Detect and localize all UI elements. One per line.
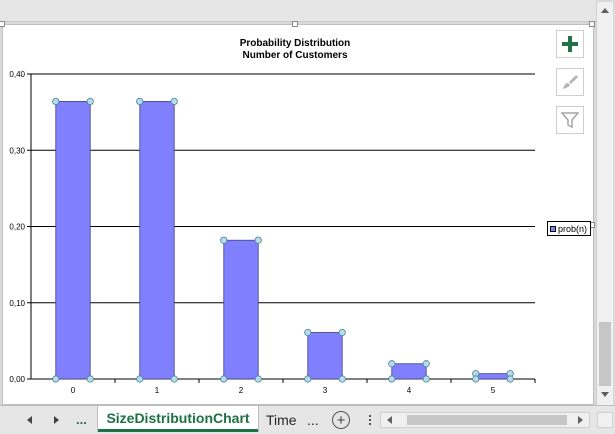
x-tick-label: 3	[323, 386, 328, 395]
y-tick-label: 0,40	[9, 70, 25, 79]
chevron-left-icon	[387, 416, 392, 424]
brush-icon	[563, 75, 578, 89]
add-sheet-icon: +	[336, 411, 346, 429]
horizontal-scroll-thumb[interactable]	[407, 415, 567, 425]
chart-plot: 0,00 0,10 0,20 0,30 0,40 0 1 2 3 4 5 Probability D…	[9, 38, 536, 395]
chevron-right-icon	[578, 416, 583, 424]
y-tick-label: 0,10	[9, 299, 25, 308]
selection-handle	[136, 97, 144, 106]
selection-handle	[422, 375, 430, 383]
vertical-scroll-thumb[interactable]	[599, 322, 611, 386]
selection-handle	[254, 375, 262, 383]
selection-handle	[254, 236, 262, 244]
bar-3	[307, 332, 343, 380]
chevron-down-icon	[601, 392, 609, 397]
selection-handle	[170, 375, 178, 383]
selection-handle	[220, 236, 228, 244]
bar-0	[55, 101, 91, 380]
selection-handle	[52, 97, 60, 106]
scroll-right-button[interactable]	[573, 413, 589, 427]
selection-handle	[304, 375, 312, 383]
split-handle-icon[interactable]	[365, 406, 375, 434]
bar-4	[391, 363, 427, 380]
y-tick-label: 0,00	[9, 375, 25, 384]
chevron-right-icon	[54, 416, 59, 424]
horizontal-scrollbar[interactable]	[380, 412, 590, 428]
tab-size-distribution-chart[interactable]: SizeDistributionChart	[98, 406, 258, 432]
selection-handle	[170, 97, 178, 106]
resize-handle-top-right[interactable]	[589, 21, 595, 27]
legend-label: prob(n)	[558, 223, 588, 234]
selection-handle	[136, 375, 144, 383]
bar-5	[475, 373, 511, 380]
chart-legend[interactable]: prob(n)	[547, 221, 592, 236]
selection-handle	[506, 375, 514, 383]
x-tick-label: 5	[491, 386, 496, 395]
tab-time[interactable]: Time	[266, 412, 297, 428]
sheet-overflow-left[interactable]: ...	[76, 412, 87, 427]
sheet-next-button[interactable]	[46, 406, 68, 434]
chart-elements-button[interactable]	[556, 30, 584, 58]
selection-handle	[52, 375, 60, 383]
selection-handle	[304, 328, 312, 337]
top-strip	[0, 0, 596, 22]
x-tick-label: 4	[407, 386, 412, 395]
scrollbar-corner	[597, 412, 613, 428]
y-tick-label: 0,30	[9, 146, 25, 155]
scroll-up-button[interactable]	[597, 2, 613, 18]
selection-handle	[86, 97, 94, 106]
chart-title-line2: Number of Customers	[242, 50, 347, 61]
y-tick-label: 0,20	[9, 223, 25, 232]
bar-1	[139, 101, 175, 380]
selection-handle	[388, 375, 396, 383]
scroll-left-button[interactable]	[381, 413, 397, 427]
selection-handle	[472, 375, 480, 383]
resize-handle-top-left[interactable]	[0, 21, 5, 27]
add-sheet-button[interactable]: +	[332, 411, 350, 429]
legend-swatch	[550, 225, 556, 232]
chart-title-line1: Probability Distribution	[240, 38, 351, 49]
bar-2	[223, 239, 259, 380]
selection-handle	[338, 328, 346, 337]
chevron-left-icon	[27, 416, 32, 424]
vertical-scrollbar[interactable]	[596, 2, 613, 405]
chevron-up-icon	[601, 8, 609, 13]
sheet-tab-bar: ... SizeDistributionChart Time ... +	[0, 405, 615, 433]
x-tick-label: 1	[155, 386, 160, 395]
sheet-overflow-right[interactable]: ...	[307, 412, 319, 428]
resize-handle-top[interactable]	[292, 21, 298, 27]
selection-handle	[388, 360, 396, 368]
selection-handle	[220, 375, 228, 383]
scroll-down-button[interactable]	[597, 387, 613, 403]
selection-handle	[86, 375, 94, 383]
sheet-prev-button[interactable]	[18, 406, 40, 434]
chart-area[interactable]: 0,00 0,10 0,20 0,30 0,40 0 1 2 3 4 5 Probability D…	[0, 21, 595, 405]
selection-handle	[338, 375, 346, 383]
filter-icon	[561, 112, 579, 129]
chart-filters-button[interactable]	[556, 106, 584, 134]
selection-handle	[422, 360, 430, 368]
x-tick-label: 0	[71, 386, 76, 395]
plus-icon	[562, 36, 578, 52]
x-tick-label: 2	[239, 386, 244, 395]
chart-styles-button[interactable]	[556, 68, 584, 96]
